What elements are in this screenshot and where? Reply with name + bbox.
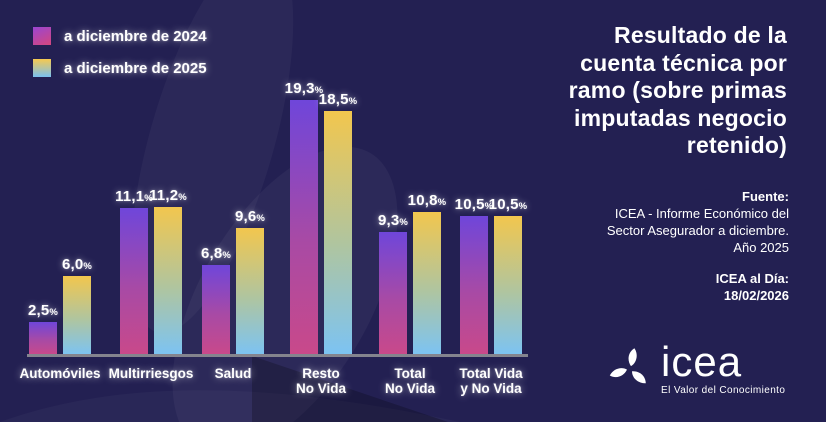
icea-logo-text: icea xyxy=(661,338,743,385)
bar-2025-5 xyxy=(413,212,441,355)
icea-al-dia-label: ICEA al Día: xyxy=(715,271,789,286)
percent-sign: % xyxy=(256,213,266,224)
value-label-2025-6: 10,5% xyxy=(488,196,528,213)
legend-swatch-2025 xyxy=(33,59,51,77)
bar-2025-2 xyxy=(154,207,182,355)
value-label-2024-5: 9,3% xyxy=(377,212,409,229)
legend-label-2025: a diciembre de 2025 xyxy=(64,59,207,77)
category-label-2: Multirriesgos xyxy=(108,366,194,381)
value-label-2024-6: 10,5% xyxy=(454,196,494,213)
icea-logo-icon xyxy=(609,348,646,384)
category-label-5: Total No Vida xyxy=(384,366,435,396)
icea-logo: icea El Valor del Conocimiento xyxy=(608,338,785,400)
bar-2024-4 xyxy=(290,100,318,355)
source-block: Fuente: ICEA - Informe Económico del Sec… xyxy=(607,188,789,304)
value-label-2025-2: 11,2% xyxy=(149,187,187,204)
category-label-3: Salud xyxy=(214,366,252,381)
legend: a diciembre de 2024 a diciembre de 2025 xyxy=(33,27,207,91)
page-title: Resultado de la cuenta técnica por ramo … xyxy=(568,22,787,158)
value-label-2024-1: 2,5% xyxy=(27,302,59,319)
icea-al-dia-value: 18/02/2026 xyxy=(723,288,789,303)
bar-2024-6 xyxy=(460,216,488,355)
category-label-1: Automóviles xyxy=(19,366,101,381)
legend-swatch-2024 xyxy=(33,27,51,45)
percent-sign: % xyxy=(222,250,232,261)
legend-item-2024: a diciembre de 2024 xyxy=(33,27,207,45)
petal-shape xyxy=(252,356,448,422)
legend-item-2025: a diciembre de 2025 xyxy=(33,59,207,77)
percent-sign: % xyxy=(399,217,409,228)
value-label-2024-2: 11,1% xyxy=(115,188,153,205)
percent-sign: % xyxy=(83,261,93,272)
bar-2024-5 xyxy=(379,232,407,355)
percent-sign: % xyxy=(178,192,187,203)
value-label-2024-3: 6,8% xyxy=(200,245,232,262)
value-label-2025-1: 6,0% xyxy=(61,256,93,273)
percent-sign: % xyxy=(518,201,528,212)
source-heading: Fuente: xyxy=(742,189,789,204)
percent-sign: % xyxy=(49,307,59,318)
category-label-6: Total Vida y No Vida xyxy=(459,366,523,396)
percent-sign: % xyxy=(144,193,153,204)
percent-sign: % xyxy=(437,197,447,208)
percent-sign: % xyxy=(348,96,358,107)
bar-2025-6 xyxy=(494,216,522,355)
icea-logo-tagline: El Valor del Conocimiento xyxy=(661,385,786,396)
category-label-4: Resto No Vida xyxy=(295,366,346,396)
bar-2024-2 xyxy=(120,208,148,355)
bar-2025-3 xyxy=(236,228,264,355)
value-label-2025-4: 18,5% xyxy=(318,91,358,108)
axis-line xyxy=(27,354,528,357)
percent-sign: % xyxy=(314,85,324,96)
bar-2025-4 xyxy=(324,111,352,355)
value-label-2025-5: 10,8% xyxy=(407,192,447,209)
legend-label-2024: a diciembre de 2024 xyxy=(64,27,207,45)
percent-sign: % xyxy=(484,201,494,212)
bar-2024-1 xyxy=(29,322,57,355)
bar-2025-1 xyxy=(63,276,91,355)
value-label-2024-4: 19,3% xyxy=(284,80,324,97)
source-body: ICEA - Informe Económico del Sector Aseg… xyxy=(606,206,789,255)
value-label-2025-3: 9,6% xyxy=(234,208,266,225)
bar-2024-3 xyxy=(202,265,230,355)
